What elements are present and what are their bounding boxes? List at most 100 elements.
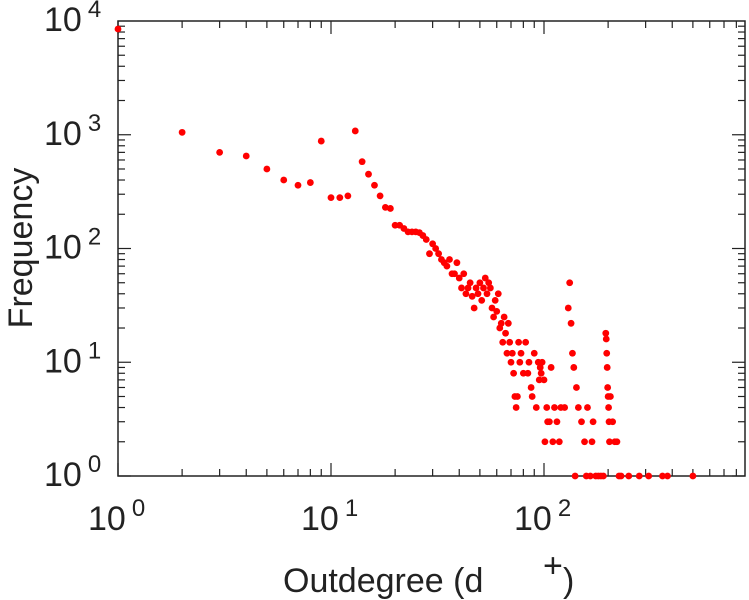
data-point [604, 384, 612, 391]
data-point [574, 404, 582, 411]
data-point [280, 176, 288, 184]
data-point [609, 418, 617, 426]
data-point [468, 292, 476, 300]
data-point [478, 296, 486, 304]
data-point [603, 364, 611, 371]
data-point [602, 329, 610, 337]
data-point [536, 364, 544, 371]
data-point [451, 270, 458, 278]
data-point [426, 250, 433, 258]
data-point [446, 256, 453, 263]
data-point [535, 376, 543, 384]
data-point [541, 438, 549, 446]
data-point [386, 205, 394, 212]
data-point [588, 438, 596, 446]
data-point [545, 418, 553, 426]
data-point [617, 472, 625, 480]
data-point [481, 274, 489, 282]
data-point [581, 438, 588, 446]
data-point [443, 262, 451, 270]
data-point [358, 158, 366, 166]
plot-frame [117, 20, 746, 477]
data-point [522, 338, 530, 346]
data-point [462, 290, 470, 298]
data-point [532, 404, 540, 411]
data-point [510, 369, 518, 377]
y-tick-label: 10 4 [44, 0, 101, 39]
data-point [490, 313, 498, 321]
data-point [351, 127, 359, 135]
data-point [606, 438, 613, 446]
data-point [527, 384, 535, 391]
data-point [344, 192, 352, 200]
data-point [504, 319, 512, 327]
x-axis-title-superscript: + [543, 547, 563, 585]
y-tick-label: 10 0 [44, 451, 101, 494]
data-point [488, 304, 496, 312]
data-point [569, 349, 576, 357]
data-point [547, 364, 555, 371]
data-point [524, 369, 532, 377]
data-point [503, 349, 511, 357]
data-point [507, 358, 515, 366]
data-point [336, 194, 344, 202]
data-point [114, 25, 122, 33]
data-point [635, 472, 643, 480]
data-point [435, 250, 442, 258]
data-point [549, 438, 557, 446]
data-point [453, 259, 461, 267]
y-tick-label: 10 1 [44, 337, 101, 380]
data-points [114, 25, 697, 480]
data-point [540, 376, 548, 384]
x-axis-title-close: ) [563, 562, 574, 600]
data-point [513, 393, 521, 400]
data-point [493, 307, 501, 315]
data-point [537, 369, 545, 377]
data-point [497, 319, 505, 327]
data-point [178, 128, 186, 136]
data-point [602, 335, 610, 343]
data-point [599, 472, 607, 480]
data-point [494, 290, 502, 298]
data-point [460, 270, 468, 278]
data-point [607, 393, 614, 400]
data-point [242, 152, 250, 160]
data-point [474, 290, 482, 298]
data-point [584, 404, 591, 411]
data-point [294, 181, 302, 189]
data-point [517, 349, 525, 357]
data-point [567, 319, 575, 327]
data-point [564, 304, 572, 312]
data-point [553, 418, 561, 426]
data-point [422, 236, 430, 243]
data-point [306, 179, 314, 186]
data-point [664, 472, 671, 480]
data-point [659, 472, 666, 480]
data-point [472, 284, 480, 292]
data-point [515, 338, 523, 346]
data-point [500, 313, 508, 321]
data-point [376, 192, 384, 200]
tick-labels: 10 0 10 1 10 2 10 0 10 1 10 2 10 3 10 4 [44, 0, 571, 538]
data-point [491, 296, 499, 304]
data-point [327, 194, 335, 202]
data-point [458, 284, 465, 292]
data-point [589, 418, 597, 426]
data-point [512, 404, 520, 411]
data-point [317, 137, 325, 145]
data-point [645, 472, 653, 480]
data-point [578, 418, 585, 426]
data-point [263, 165, 271, 173]
x-tick-label: 10 1 [301, 495, 358, 538]
data-point [525, 358, 533, 366]
y-tick-label: 10 2 [44, 224, 101, 267]
data-point [470, 304, 478, 312]
data-point [603, 349, 611, 357]
data-point [586, 472, 594, 480]
data-point [502, 329, 509, 337]
data-point [689, 472, 697, 480]
x-axis-title: Outdegree (d [283, 562, 483, 600]
data-point [371, 181, 378, 189]
data-point [570, 364, 578, 371]
